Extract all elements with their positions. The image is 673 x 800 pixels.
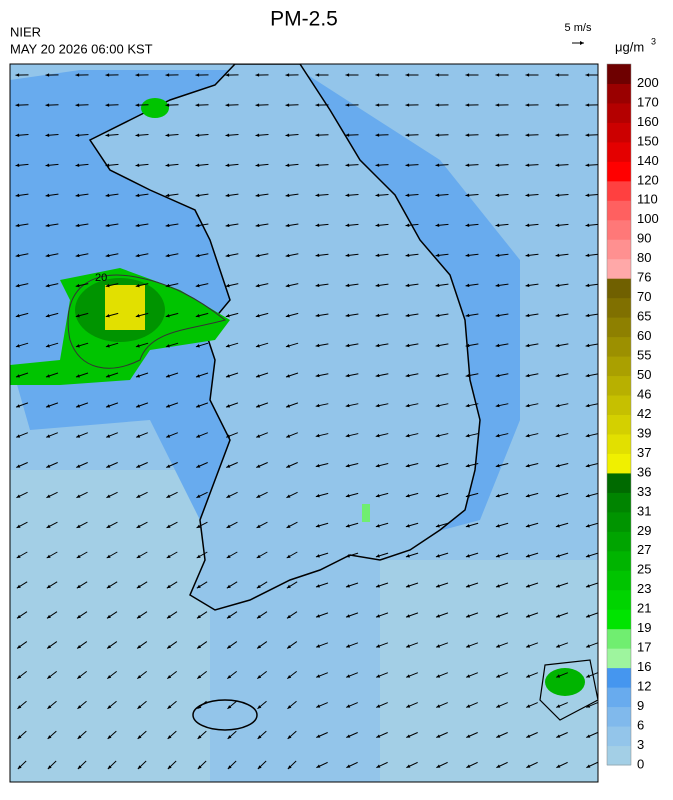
timestamp: MAY 20 2026 06:00 KST: [10, 41, 153, 56]
colorbar: 0369121617192123252729313336373942465055…: [607, 64, 659, 771]
colorbar-swatch: [607, 337, 631, 357]
colorbar-label: 19: [637, 620, 651, 635]
colorbar-swatch: [607, 83, 631, 103]
colorbar-swatch: [607, 570, 631, 590]
colorbar-label: 150: [637, 133, 659, 148]
colorbar-swatch: [607, 181, 631, 201]
colorbar-label: 9: [637, 698, 644, 713]
colorbar-swatch: [607, 609, 631, 629]
colorbar-label: 16: [637, 659, 651, 674]
colorbar-swatch: [607, 453, 631, 473]
title: PM-2.5: [270, 8, 338, 31]
pm-spot: [545, 668, 585, 696]
colorbar-label: 110: [637, 192, 658, 207]
colorbar-swatch: [607, 551, 631, 571]
colorbar-swatch: [607, 415, 631, 435]
colorbar-swatch: [607, 629, 631, 649]
colorbar-label: 29: [637, 523, 651, 538]
pm-spot: [362, 504, 370, 522]
agency: NIER: [10, 24, 41, 39]
colorbar-label: 37: [637, 445, 651, 460]
colorbar-swatch: [607, 726, 631, 746]
colorbar-label: 160: [637, 114, 659, 129]
colorbar-swatch: [607, 473, 631, 493]
colorbar-label: 200: [637, 75, 659, 90]
colorbar-swatch: [607, 376, 631, 396]
colorbar-swatch: [607, 590, 631, 610]
colorbar-swatch: [607, 395, 631, 415]
colorbar-label: 6: [637, 717, 644, 732]
colorbar-label: 0: [637, 756, 644, 771]
colorbar-label: 90: [637, 231, 651, 246]
colorbar-swatch: [607, 746, 631, 766]
colorbar-swatch: [607, 64, 631, 84]
unit: μg/m: [615, 39, 644, 54]
wind-scale-head: [580, 41, 584, 45]
colorbar-label: 120: [637, 172, 659, 187]
wind-scale-label: 5 m/s: [565, 22, 592, 34]
colorbar-label: 3: [637, 737, 644, 752]
colorbar-label: 31: [637, 503, 651, 518]
colorbar-swatch: [607, 239, 631, 259]
colorbar-label: 55: [637, 348, 651, 363]
pm-hotspot: [105, 285, 145, 330]
colorbar-label: 23: [637, 581, 651, 596]
colorbar-label: 17: [637, 640, 651, 655]
colorbar-label: 12: [637, 679, 651, 694]
colorbar-swatch: [607, 668, 631, 688]
colorbar-swatch: [607, 434, 631, 454]
colorbar-label: 50: [637, 367, 651, 382]
colorbar-swatch: [607, 122, 631, 142]
colorbar-swatch: [607, 298, 631, 318]
pm-spot: [141, 98, 169, 118]
colorbar-swatch: [607, 317, 631, 337]
colorbar-label: 46: [637, 386, 651, 401]
colorbar-label: 42: [637, 406, 651, 421]
colorbar-label: 100: [637, 211, 659, 226]
colorbar-label: 140: [637, 153, 659, 168]
colorbar-label: 27: [637, 542, 651, 557]
colorbar-swatch: [607, 103, 631, 123]
colorbar-label: 25: [637, 562, 651, 577]
colorbar-swatch: [607, 512, 631, 532]
colorbar-swatch: [607, 220, 631, 240]
colorbar-label: 76: [637, 270, 651, 285]
colorbar-label: 80: [637, 250, 651, 265]
colorbar-swatch: [607, 707, 631, 727]
colorbar-label: 33: [637, 484, 651, 499]
unit-sup: 3: [651, 36, 656, 46]
colorbar-label: 70: [637, 289, 651, 304]
colorbar-swatch: [607, 278, 631, 298]
colorbar-label: 39: [637, 425, 651, 440]
colorbar-label: 65: [637, 309, 651, 324]
colorbar-swatch: [607, 259, 631, 279]
colorbar-swatch: [607, 687, 631, 707]
colorbar-swatch: [607, 356, 631, 376]
colorbar-swatch: [607, 200, 631, 220]
colorbar-swatch: [607, 531, 631, 551]
colorbar-label: 170: [637, 94, 659, 109]
colorbar-swatch: [607, 648, 631, 668]
colorbar-label: 36: [637, 464, 651, 479]
map: 20: [10, 64, 598, 782]
colorbar-swatch: [607, 161, 631, 181]
colorbar-swatch: [607, 142, 631, 162]
colorbar-swatch: [607, 492, 631, 512]
colorbar-label: 60: [637, 328, 651, 343]
low-zone: [10, 470, 210, 782]
colorbar-label: 21: [637, 601, 651, 616]
contour-label: 20: [95, 272, 107, 284]
